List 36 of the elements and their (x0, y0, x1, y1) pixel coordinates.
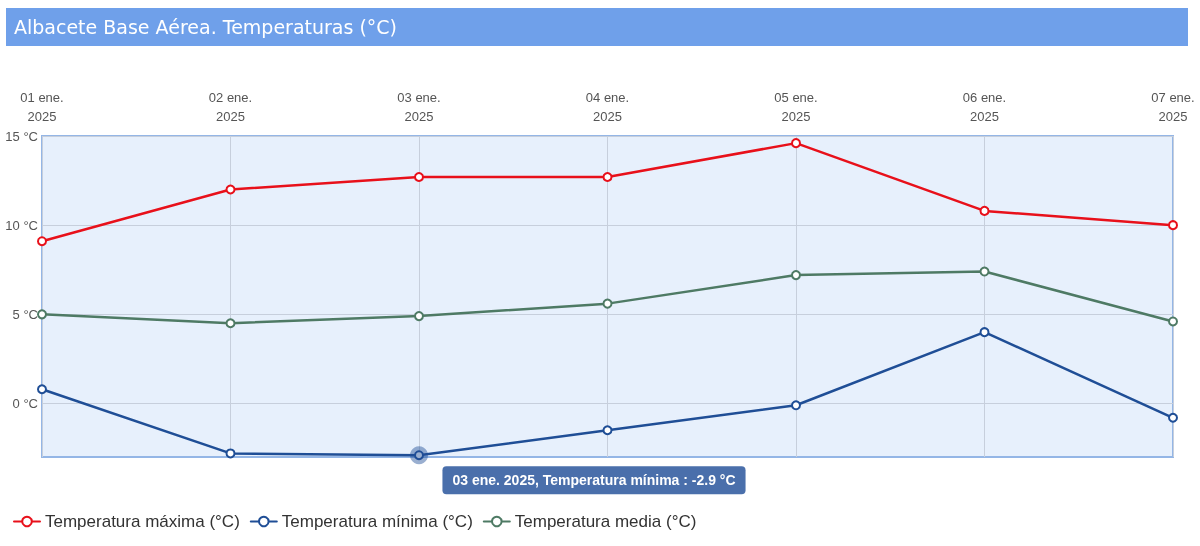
x-tick-label: 03 ene. 2025 (397, 90, 441, 124)
point (791, 138, 801, 149)
annotation: 03 ene. 2025, Temperatura mínima : -2.9 °C (452, 472, 736, 489)
point (791, 400, 801, 411)
legend-label: Temperatura mínima (°C) (281, 512, 473, 531)
point (979, 266, 990, 277)
x-tick-label: 05 ene. 2025 (774, 90, 818, 124)
x-tick-label: 07 ene. 2025 (1151, 90, 1195, 124)
point (414, 172, 424, 183)
chart-title: Albacete Base Aérea. Temperaturas (°C) (6, 8, 1188, 46)
point (225, 318, 236, 329)
point (37, 384, 47, 395)
point (791, 270, 801, 281)
y-tick-label: 15 °C (5, 128, 38, 144)
point (225, 184, 236, 195)
legend-label: Temperatura máxima (°C) (45, 512, 240, 531)
x-tick-label: 04 ene. 2025 (585, 90, 630, 124)
point (225, 448, 236, 459)
point (1168, 220, 1178, 231)
point (602, 172, 613, 183)
point (602, 298, 613, 309)
y-tick-label: 0 °C (12, 396, 38, 411)
y-tick-label: 10 °C (5, 217, 38, 233)
point (1168, 412, 1178, 423)
point (979, 205, 990, 216)
x-tick-label: 01 ene. 2025 (20, 90, 64, 124)
point (414, 311, 424, 322)
point (979, 327, 990, 338)
point (37, 236, 47, 247)
y-tick-label: 5 °C (12, 306, 38, 322)
point (602, 425, 613, 436)
point (1168, 316, 1178, 327)
legend-label: Temperatura media (°C) (514, 512, 697, 531)
x-tick-label: 06 ene. 2025 (962, 90, 1007, 124)
point (37, 309, 47, 320)
x-tick-label: 02 ene. 2025 (208, 90, 253, 124)
